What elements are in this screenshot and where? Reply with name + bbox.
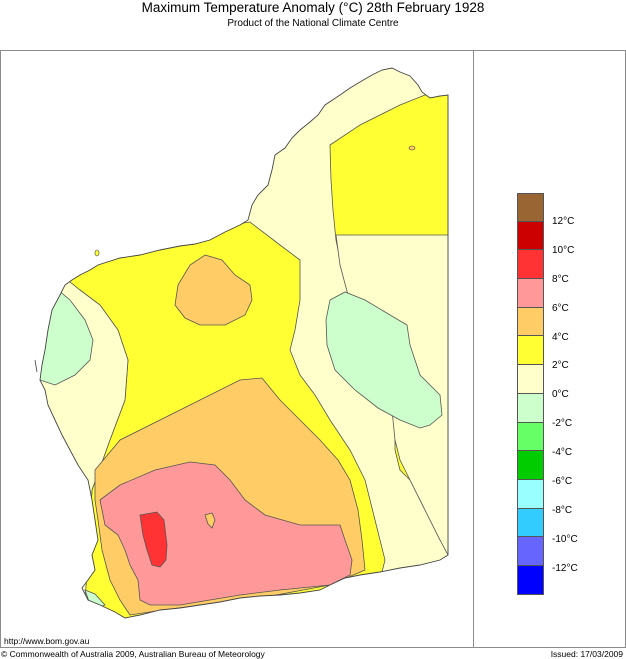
legend-swatch	[517, 565, 544, 595]
legend-label: 2°C	[552, 360, 569, 371]
legend-swatch	[517, 422, 544, 452]
legend-swatch	[517, 193, 544, 222]
legend-swatch	[517, 537, 544, 566]
legend-swatch	[517, 307, 544, 337]
legend-swatch	[517, 279, 544, 308]
issued-date: Issued: 17/03/2009	[550, 649, 623, 659]
legend-label: 6°C	[552, 303, 569, 314]
map-subtitle: Product of the National Climate Centre	[227, 18, 399, 29]
legend-label: -12°C	[552, 563, 578, 574]
legend-label: 12°C	[552, 216, 575, 227]
legend-label: -8°C	[552, 505, 573, 516]
legend-label: 4°C	[552, 332, 569, 343]
legend-swatch	[517, 451, 544, 480]
legend-swatch	[517, 221, 544, 251]
legend-swatch	[517, 250, 544, 280]
legend-swatch	[517, 508, 544, 538]
copyright-notice: © Commonwealth of Australia 2009, Austra…	[1, 649, 265, 659]
legend-swatch	[517, 336, 544, 366]
color-legend	[517, 193, 544, 595]
legend-label: -6°C	[552, 476, 573, 487]
legend-swatch	[517, 365, 544, 394]
legend-label: -4°C	[552, 447, 573, 458]
legend-swatch	[517, 393, 544, 423]
source-url[interactable]: http://www.bom.gov.au	[4, 636, 90, 646]
map-title: Maximum Temperature Anomaly (°C) 28th Fe…	[141, 0, 485, 15]
legend-label: -10°C	[552, 534, 578, 545]
legend-swatch	[517, 479, 544, 509]
legend-label: 10°C	[552, 245, 575, 256]
legend-label: 8°C	[552, 274, 569, 285]
map-legend-divider	[473, 50, 474, 647]
legend-label: 0°C	[552, 389, 569, 400]
legend-label: -2°C	[552, 418, 573, 429]
